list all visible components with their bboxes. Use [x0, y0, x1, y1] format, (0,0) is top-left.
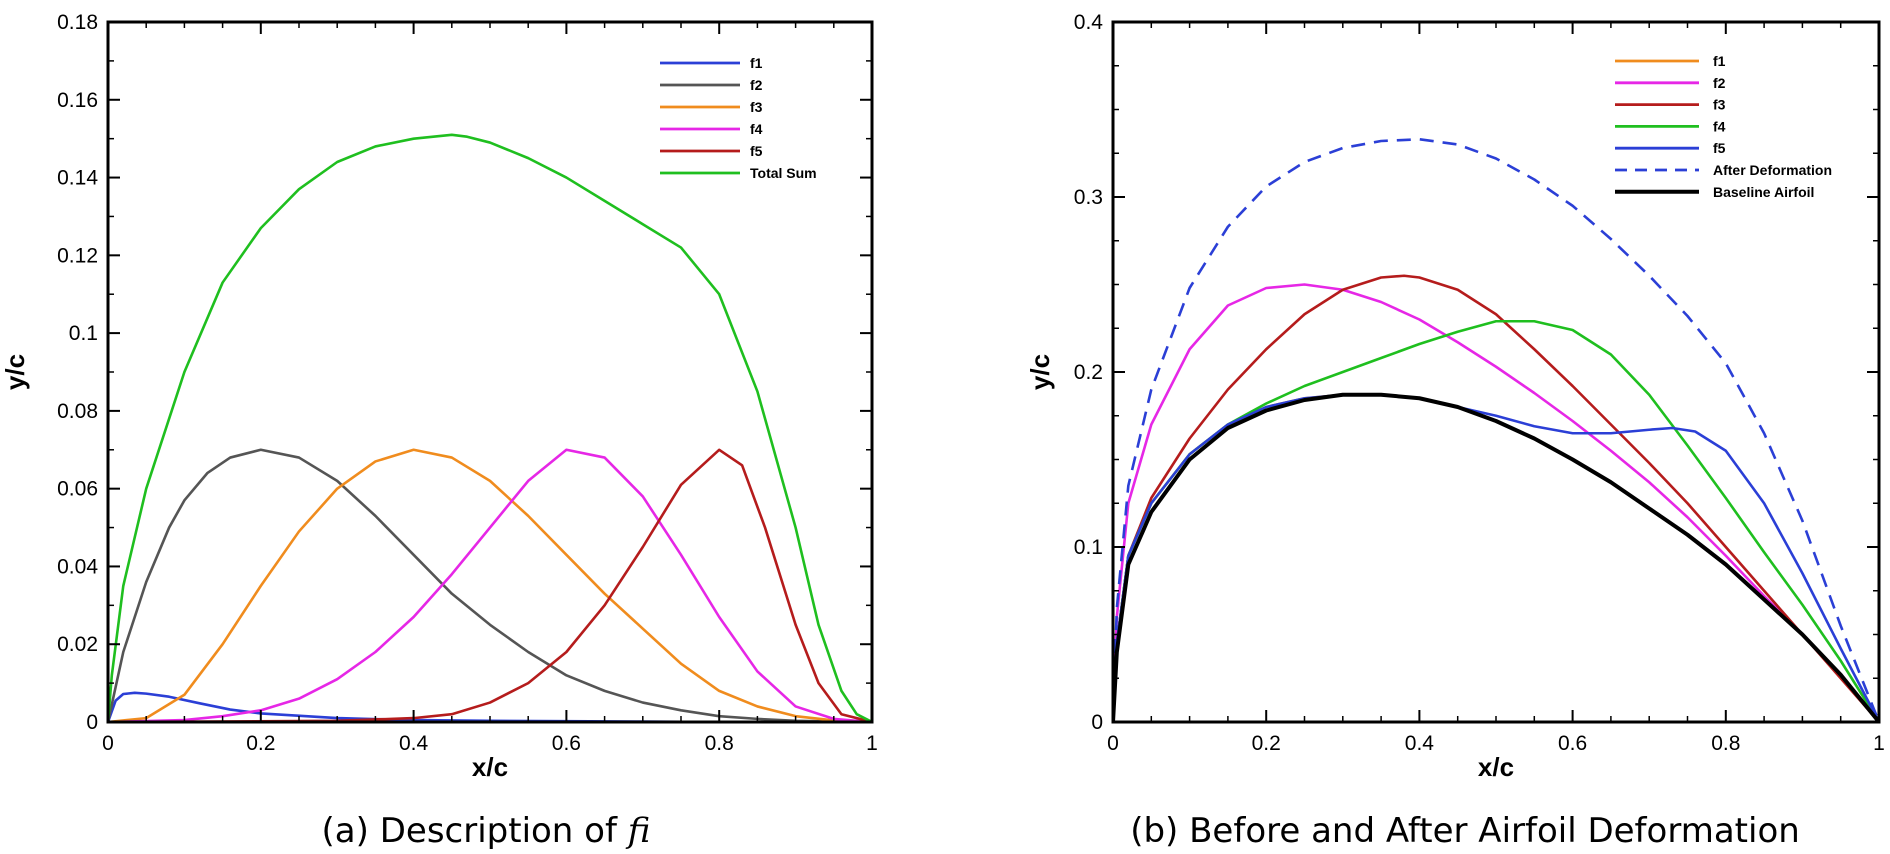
- chart-a-y-tick-label: 0.04: [57, 555, 98, 578]
- chart-a-y-tick-label: 0.12: [57, 244, 98, 267]
- chart-b-y-tick-label: 0: [1091, 711, 1103, 734]
- chart-b-x-tick-label: 0: [1107, 732, 1119, 755]
- chart-b-legend-label-f5: f5: [1713, 140, 1726, 156]
- chart-a-x-tick-label: 0.6: [552, 732, 581, 755]
- chart-b-legend-label-f1: f1: [1713, 53, 1726, 69]
- chart-b-legend: f1 f2 f3 f4 f5 After Deformation Baseline Airf…: [1615, 53, 1832, 200]
- chart-b-y-tick-label: 0.1: [1074, 536, 1103, 559]
- caption-a: (a) Description of fi: [322, 811, 651, 849]
- chart-b-x-tick-label: 0.6: [1558, 732, 1587, 755]
- chart-a-series-f4-line: [108, 448, 872, 722]
- chart-b-y-tick-label: 0.2: [1074, 361, 1103, 384]
- chart-a-x-tick-label: 1: [866, 732, 878, 755]
- chart-a-series-f2-line: [108, 448, 872, 722]
- chart-b-x-tick-label: 0.4: [1405, 732, 1435, 755]
- chart-b-series-after-deformation-line: [1113, 137, 1879, 722]
- chart-b-legend-label-f4: f4: [1713, 118, 1726, 134]
- chart-a-x-tick-label: 0.2: [246, 732, 275, 755]
- chart-a-y-tick-label: 0.16: [57, 89, 98, 112]
- chart-a-y-tick-label: 0.06: [57, 478, 98, 501]
- chart-a-y-axis-title: y/c: [0, 354, 30, 390]
- chart-b-legend-label-after-deformation: After Deformation: [1713, 162, 1832, 178]
- chart-b-x-axis-title: x/c: [1478, 752, 1514, 782]
- chart-a-y-tick-label: 0.14: [57, 167, 98, 190]
- chart-a-y-tick-label: 0.02: [57, 633, 98, 656]
- chart-b-y-tick-label: 0.4: [1074, 11, 1104, 34]
- chart-a-y-tick-label: 0.08: [57, 400, 98, 423]
- chart-b-before-after-deformation: 0 0.2 0.4 0.6 0.8 100.10.20.30.4x/cy/cf1f2f3f…: [1025, 11, 1885, 782]
- chart-b-series-f2-line: [1113, 283, 1879, 722]
- chart-a-x-tick-label: 0.4: [399, 732, 429, 755]
- caption-b: (b) Before and After Airfoil Deformation: [1130, 811, 1800, 849]
- chart-b-legend-label-f3: f3: [1713, 97, 1726, 113]
- chart-b-legend-label-baseline-airfoil: Baseline Airfoil: [1713, 184, 1814, 200]
- chart-b-plot-frame: [1111, 20, 1881, 724]
- chart-a-x-tick-label: 0: [102, 732, 114, 755]
- chart-b-series-f5-line: [1113, 393, 1879, 722]
- chart-b-x-tick-label: 1: [1873, 732, 1885, 755]
- chart-b-legend-label-f2: f2: [1713, 75, 1726, 91]
- chart-a-description-of-fi: 0 0.2 0.4 0.6 0.8 1 0 0.02 0.04 0.06 0.08 0.1 0.12 0.…: [0, 11, 878, 782]
- chart-b-series-f1-line: [1113, 393, 1879, 722]
- chart-a-y-tick-label: 0.1: [69, 322, 98, 345]
- chart-b-x-tick-label: 0.2: [1252, 732, 1281, 755]
- chart-a-legend-label-f2: f2: [750, 77, 763, 93]
- chart-b-y-axis-title: y/c: [1025, 354, 1055, 390]
- chart-a-x-tick-label: 0.8: [705, 732, 734, 755]
- chart-a-legend-label-f4: f4: [750, 121, 763, 137]
- chart-a-x-axis-title: x/c: [472, 752, 508, 782]
- chart-a-y-tick-label: 0.18: [57, 11, 98, 34]
- chart-a-legend-label-f1: f1: [750, 55, 763, 71]
- chart-b-series-f3-line: [1113, 274, 1879, 722]
- chart-b-x-tick-label: 0.8: [1711, 732, 1740, 755]
- chart-a-series-f3-line: [108, 448, 872, 722]
- chart-a-y-tick-label: 0: [86, 711, 98, 734]
- chart-a-legend-label-f3: f3: [750, 99, 763, 115]
- chart-a-series-f5-line: [108, 448, 872, 722]
- chart-a-legend: f1 f2 f3 f4 f5 Total Sum: [660, 55, 817, 181]
- chart-a-legend-label-total-sum: Total Sum: [750, 165, 817, 181]
- chart-a-series-total-sum-line: [108, 133, 872, 722]
- chart-a-legend-label-f5: f5: [750, 143, 763, 159]
- chart-b-y-tick-label: 0.3: [1074, 186, 1103, 209]
- chart-b-series-f4-line: [1113, 319, 1879, 722]
- chart-b-series-baseline-airfoil-line: [1113, 392, 1879, 722]
